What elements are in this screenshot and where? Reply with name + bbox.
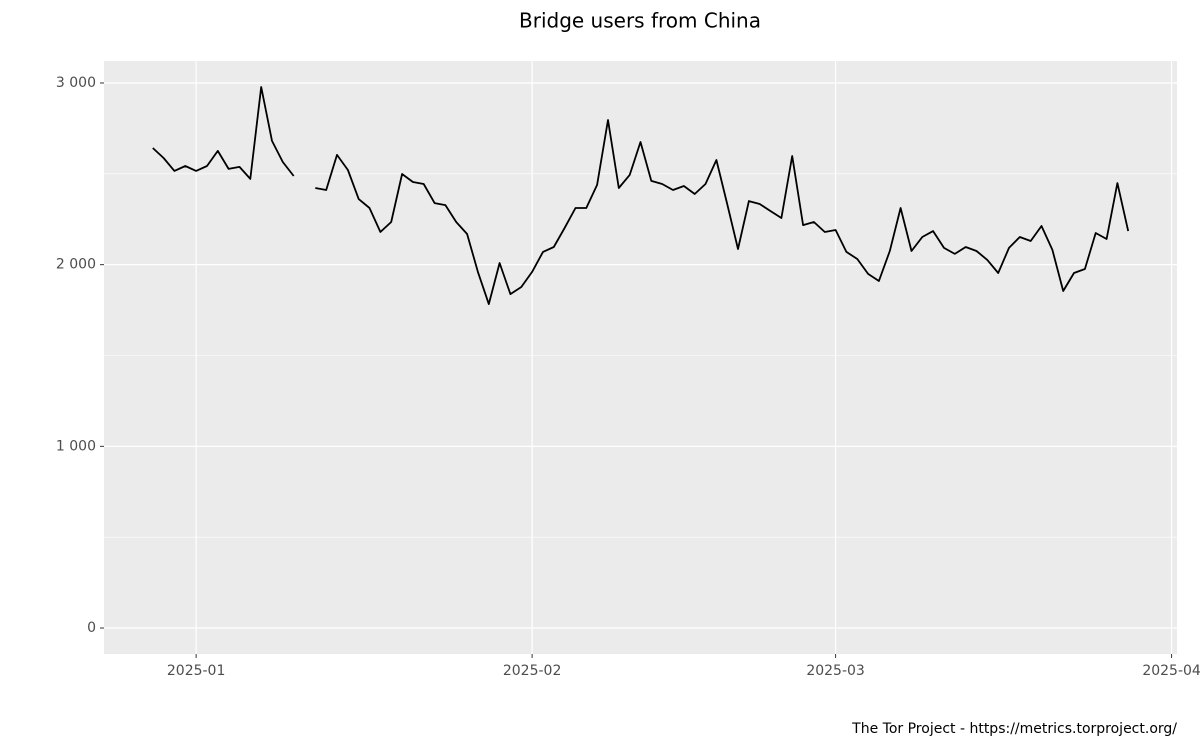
y-tick-label: 0 (87, 620, 96, 636)
x-tick-label: 2025-02 (503, 663, 562, 679)
x-tick-label: 2025-03 (806, 663, 865, 679)
caption: The Tor Project - https://metrics.torpro… (851, 721, 1177, 737)
data-line (152, 86, 1130, 305)
x-tick-label: 2025-01 (167, 663, 226, 679)
y-tick-label: 3 000 (56, 75, 96, 91)
x-tick-label: 2025-04 (1142, 663, 1200, 679)
y-tick-label: 1 000 (56, 438, 96, 454)
plot-panel (104, 61, 1177, 654)
y-tick-label: 2 000 (56, 257, 96, 273)
chart-title: Bridge users from China (519, 9, 761, 33)
